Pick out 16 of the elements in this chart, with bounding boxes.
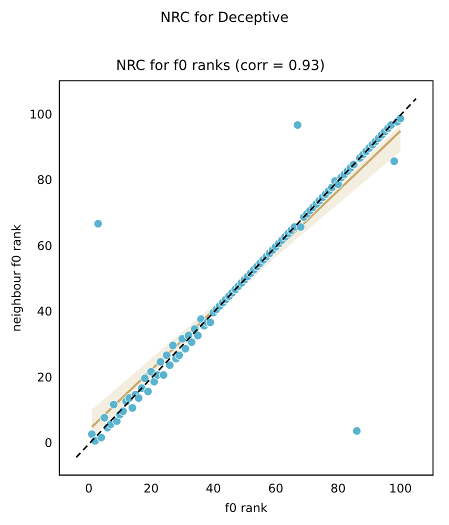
y-tick-label: 100	[29, 107, 52, 122]
x-tick-label: 40	[206, 482, 222, 496]
y-tick-label: 60	[37, 238, 52, 253]
x-tick-label: 0	[84, 482, 93, 496]
y-tick-label: 20	[37, 370, 52, 384]
x-tick-label: 80	[330, 482, 346, 496]
x-tick-label: 60	[268, 482, 284, 496]
y-tick-label: 80	[37, 173, 52, 188]
x-tick-label: 100	[388, 482, 412, 496]
chart-subtitle: NRC for f0 ranks (corr = 0.93)	[116, 58, 326, 74]
x-tick-label: 20	[143, 482, 159, 496]
y-tick-label: 0	[44, 436, 52, 450]
y-axis-title: neighbour f0 rank	[9, 224, 24, 332]
x-axis-title: f0 rank	[224, 500, 268, 515]
y-tick-label: 40	[37, 304, 52, 319]
chart-title: NRC for Deceptive	[159, 9, 290, 28]
